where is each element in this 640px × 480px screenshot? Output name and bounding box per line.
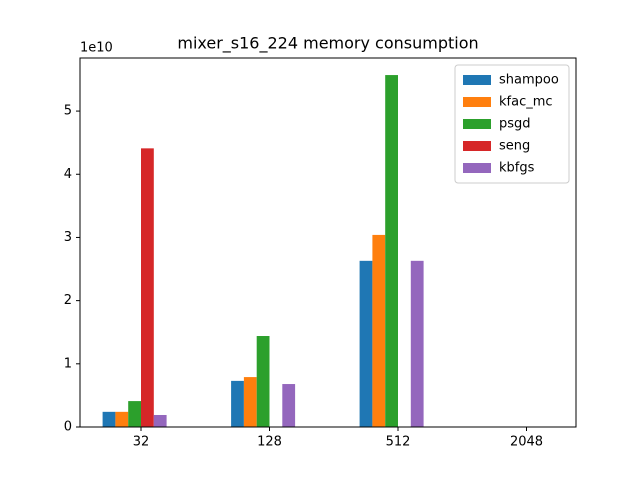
bar	[359, 260, 373, 427]
bar	[410, 260, 424, 427]
y-tick-label: 0	[64, 420, 72, 435]
bar	[153, 414, 167, 427]
y-tick-label: 4	[64, 167, 72, 182]
bar	[243, 377, 257, 427]
bar	[102, 411, 116, 427]
bar	[128, 401, 141, 427]
bar	[115, 411, 129, 427]
legend-label: kbfgs	[499, 161, 535, 176]
y-tick-label: 2	[64, 293, 72, 308]
bar	[282, 384, 296, 427]
y-tick-label: 1	[64, 356, 72, 371]
legend-label: psgd	[499, 117, 531, 132]
bar	[372, 234, 386, 427]
legend-label: kfac_mc	[499, 95, 553, 110]
legend-swatch	[463, 97, 491, 107]
legend-swatch	[463, 119, 491, 129]
x-tick-label: 2048	[510, 435, 543, 450]
chart-title: mixer_s16_224 memory consumption	[177, 34, 478, 54]
y-offset-label: 1e10	[80, 41, 113, 56]
y-tick-label: 5	[64, 104, 72, 119]
legend-swatch	[463, 75, 491, 85]
bar	[141, 148, 154, 428]
plot-frame	[79, 57, 577, 428]
legend-label: seng	[499, 139, 530, 154]
legend-swatch	[463, 163, 491, 173]
x-tick-label: 32	[133, 435, 150, 450]
bar	[385, 75, 398, 427]
x-tick-label: 512	[386, 435, 411, 450]
legend-box	[454, 64, 570, 184]
bar	[231, 380, 244, 427]
bar	[256, 336, 270, 427]
legend-label: shampoo	[499, 73, 559, 88]
x-tick-label: 128	[257, 435, 282, 450]
y-tick-label: 3	[64, 230, 72, 245]
legend-swatch	[463, 141, 491, 151]
